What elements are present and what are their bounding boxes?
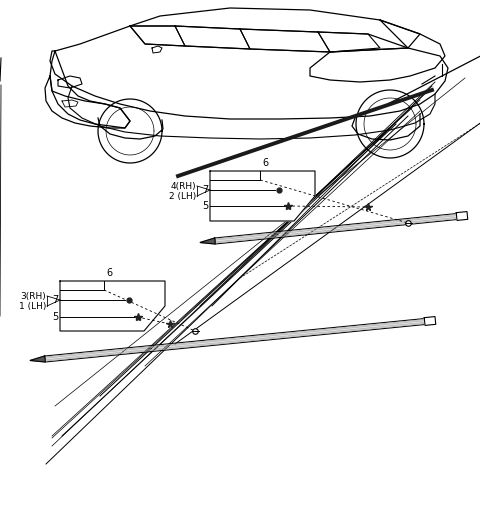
Text: 1 (LH): 1 (LH) [19, 301, 46, 311]
Text: 5: 5 [52, 312, 58, 322]
Text: 3(RH): 3(RH) [20, 292, 46, 300]
Polygon shape [30, 356, 45, 362]
Text: 7: 7 [52, 295, 58, 305]
Polygon shape [200, 238, 216, 244]
Polygon shape [60, 281, 165, 331]
Text: 5: 5 [202, 201, 208, 211]
Polygon shape [210, 171, 315, 221]
Text: 7: 7 [202, 185, 208, 195]
Polygon shape [215, 213, 462, 244]
Polygon shape [424, 317, 436, 326]
Text: 4(RH): 4(RH) [170, 182, 196, 190]
Polygon shape [45, 318, 430, 362]
Text: 6: 6 [263, 158, 268, 168]
Text: 6: 6 [106, 268, 112, 278]
Text: 2 (LH): 2 (LH) [169, 191, 196, 201]
Polygon shape [456, 212, 468, 220]
